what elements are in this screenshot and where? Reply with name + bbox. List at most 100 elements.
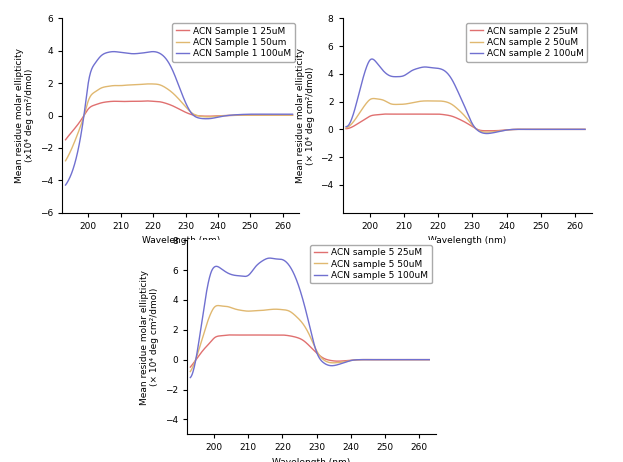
- ACN sample 2 25uM: [503, 127, 510, 133]
- ACN sample 2 25uM: [523, 127, 531, 132]
- ACN sample 5 25uM: [295, 335, 303, 341]
- ACN Sample 1 50um: [120, 83, 128, 88]
- ACN Sample 1 25uM: [289, 112, 297, 118]
- ACN sample 2 25uM: [342, 126, 350, 132]
- ACN sample 5 25uM: [229, 332, 237, 338]
- ACN sample 5 50uM: [295, 316, 303, 322]
- ACN sample 2 100uM: [484, 131, 492, 136]
- ACN sample 5 50uM: [186, 369, 194, 374]
- ACN Sample 1 100uM: [102, 50, 110, 56]
- ACN sample 2 100uM: [523, 127, 531, 132]
- ACN sample 2 50uM: [503, 128, 510, 133]
- ACN sample 2 25uM: [385, 111, 392, 117]
- Line: ACN sample 5 25uM: ACN sample 5 25uM: [190, 335, 429, 367]
- Line: ACN Sample 1 25uM: ACN Sample 1 25uM: [65, 101, 293, 140]
- ACN sample 5 25uM: [346, 358, 354, 363]
- ACN sample 5 25uM: [367, 357, 374, 362]
- Line: ACN sample 5 50uM: ACN sample 5 50uM: [190, 305, 429, 371]
- ACN Sample 1 50um: [102, 84, 110, 90]
- ACN sample 5 100uM: [295, 284, 303, 289]
- ACN sample 2 50uM: [342, 125, 350, 131]
- ACN Sample 1 50um: [289, 112, 297, 118]
- ACN Sample 1 25uM: [143, 98, 150, 103]
- ACN Sample 1 25uM: [165, 102, 173, 107]
- ACN sample 5 50uM: [346, 358, 354, 364]
- ACN sample 5 100uM: [248, 269, 255, 274]
- ACN sample 2 25uM: [404, 111, 412, 117]
- ACN Sample 1 25uM: [214, 113, 221, 119]
- Y-axis label: Mean residue molar ellipticity
(x10⁴ deg cm²/dmol): Mean residue molar ellipticity (x10⁴ deg…: [15, 48, 34, 183]
- ACN sample 2 50uM: [581, 127, 589, 132]
- ACN sample 2 100uM: [451, 82, 459, 87]
- X-axis label: Wavelength (nm): Wavelength (nm): [141, 236, 220, 245]
- ACN sample 5 100uM: [346, 358, 354, 364]
- ACN sample 5 100uM: [367, 357, 374, 362]
- ACN Sample 1 100uM: [165, 60, 173, 66]
- ACN Sample 1 100uM: [110, 49, 117, 55]
- ACN sample 5 50uM: [249, 308, 256, 314]
- ACN Sample 1 50um: [165, 87, 173, 92]
- ACN Sample 1 50um: [214, 113, 221, 119]
- Line: ACN Sample 1 50um: ACN Sample 1 50um: [65, 84, 293, 161]
- ACN sample 5 50uM: [229, 305, 237, 311]
- ACN sample 5 50uM: [426, 357, 433, 362]
- ACN sample 5 25uM: [249, 332, 256, 338]
- ACN Sample 1 25uM: [62, 137, 69, 142]
- ACN sample 2 50uM: [370, 96, 378, 101]
- Line: ACN sample 5 100uM: ACN sample 5 100uM: [190, 258, 429, 377]
- ACN sample 5 25uM: [186, 365, 194, 370]
- ACN sample 2 50uM: [483, 129, 491, 135]
- Line: ACN sample 2 100uM: ACN sample 2 100uM: [346, 59, 585, 134]
- ACN Sample 1 25uM: [120, 99, 128, 104]
- Y-axis label: Mean residue molar ellipticity
(× 10⁴ deg cm²/dmol): Mean residue molar ellipticity (× 10⁴ de…: [295, 48, 315, 183]
- Legend: ACN sample 5 25uM, ACN sample 5 50uM, ACN sample 5 100uM: ACN sample 5 25uM, ACN sample 5 50uM, AC…: [310, 245, 432, 284]
- ACN sample 2 50uM: [451, 103, 459, 109]
- ACN Sample 1 100uM: [196, 116, 204, 121]
- ACN sample 2 25uM: [581, 127, 589, 132]
- Line: ACN Sample 1 100uM: ACN Sample 1 100uM: [65, 52, 293, 185]
- ACN sample 2 50uM: [404, 101, 412, 106]
- ACN sample 5 100uM: [229, 272, 236, 278]
- ACN Sample 1 25uM: [196, 113, 204, 119]
- ACN sample 2 100uM: [483, 131, 491, 136]
- ACN Sample 1 25uM: [233, 112, 240, 118]
- ACN sample 2 25uM: [483, 128, 491, 134]
- ACN sample 2 100uM: [385, 73, 392, 78]
- ACN Sample 1 25uM: [102, 99, 110, 105]
- Legend: ACN Sample 1 25uM, ACN Sample 1 50um, ACN Sample 1 100uM: ACN Sample 1 25uM, ACN Sample 1 50um, AC…: [172, 23, 295, 62]
- ACN sample 2 25uM: [383, 111, 390, 117]
- ACN Sample 1 100uM: [289, 111, 297, 117]
- Legend: ACN sample 2 25uM, ACN sample 2 50uM, ACN sample 2 100uM: ACN sample 2 25uM, ACN sample 2 50uM, AC…: [466, 23, 587, 62]
- Line: ACN sample 2 50uM: ACN sample 2 50uM: [346, 98, 585, 132]
- ACN sample 5 100uM: [328, 363, 335, 369]
- Y-axis label: Mean residue molar ellipticity
(× 10⁴ deg cm²/dmol): Mean residue molar ellipticity (× 10⁴ de…: [140, 270, 159, 405]
- ACN sample 2 25uM: [451, 115, 459, 120]
- ACN Sample 1 100uM: [120, 50, 128, 56]
- X-axis label: Wavelength (nm): Wavelength (nm): [428, 236, 506, 245]
- ACN sample 5 100uM: [186, 375, 194, 380]
- ACN sample 5 100uM: [266, 255, 273, 261]
- ACN sample 2 25uM: [487, 128, 494, 134]
- ACN sample 2 50uM: [385, 100, 392, 106]
- ACN sample 2 100uM: [342, 124, 350, 129]
- ACN sample 5 100uM: [426, 357, 433, 362]
- ACN Sample 1 100uM: [233, 112, 240, 117]
- ACN Sample 1 50um: [146, 81, 153, 87]
- ACN Sample 1 100uM: [62, 182, 69, 188]
- ACN Sample 1 100uM: [214, 115, 221, 120]
- ACN sample 2 100uM: [581, 127, 589, 132]
- Line: ACN sample 2 25uM: ACN sample 2 25uM: [346, 114, 585, 131]
- ACN sample 5 25uM: [328, 358, 335, 364]
- ACN sample 2 50uM: [484, 129, 492, 135]
- ACN sample 2 100uM: [503, 128, 510, 133]
- ACN sample 2 100uM: [368, 56, 376, 62]
- ACN Sample 1 50um: [196, 113, 204, 119]
- ACN Sample 1 50um: [233, 112, 240, 118]
- ACN sample 5 50uM: [214, 303, 222, 308]
- ACN sample 5 25uM: [426, 357, 433, 362]
- X-axis label: Wavelength (nm): Wavelength (nm): [272, 458, 351, 462]
- ACN sample 2 50uM: [523, 127, 531, 132]
- ACN sample 2 100uM: [404, 70, 412, 76]
- ACN sample 5 50uM: [367, 357, 374, 362]
- ACN sample 5 25uM: [227, 332, 234, 338]
